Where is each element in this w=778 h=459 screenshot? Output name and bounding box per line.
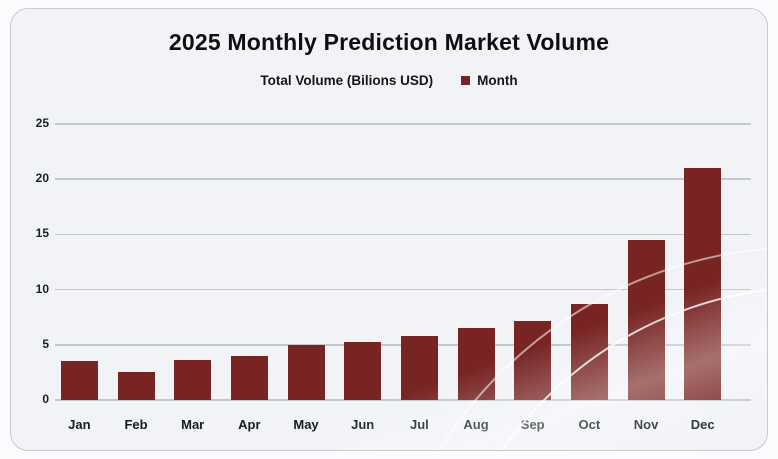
bar-slot-aug (448, 124, 505, 400)
bar-slot-nov (618, 124, 675, 400)
x-axis-labels: Jan Feb Mar Apr May Jun Jul Aug Sep Oct Nov Dec (51, 408, 731, 434)
bar-slot-apr (221, 124, 278, 400)
bar-slot-dec (674, 124, 731, 400)
x-axis-label-aug: Aug (463, 417, 489, 432)
legend-item-month: Month (461, 73, 518, 88)
x-axis-label-jan: Jan (68, 417, 91, 432)
bar-oct (570, 303, 608, 400)
x-axis-label-oct: Oct (578, 417, 601, 432)
legend-swatch-icon (461, 76, 471, 85)
bar-slot-may (278, 124, 335, 400)
x-axis-label-sep: Sep (520, 417, 545, 432)
bar-mar (174, 360, 212, 400)
y-axis-tick-label-0: 0 (42, 392, 49, 406)
x-axis-label-nov: Nov (633, 417, 659, 432)
gridline-20 (55, 178, 751, 180)
bar-slot-jun (334, 124, 391, 400)
y-axis-tick-label-25: 25 (35, 116, 49, 130)
bar-may (287, 344, 325, 400)
y-axis-tick-label-10: 10 (35, 281, 49, 296)
chart-card: 2025 Monthly Prediction Market Volume To… (10, 8, 768, 451)
x-axis-label-feb: Feb (124, 417, 148, 432)
bar-apr (230, 355, 268, 400)
chart-title: 2025 Monthly Prediction Market Volume (168, 29, 610, 55)
bar-jul (400, 335, 438, 400)
bar-jan (60, 361, 98, 400)
bar-slot-jul (391, 124, 448, 400)
y-axis-tick-label-20: 20 (35, 171, 49, 186)
bar-dec (684, 168, 722, 400)
bar-jun (344, 341, 382, 400)
x-axis-label-jul: Jul (409, 417, 429, 432)
bar-slot-feb (108, 124, 165, 400)
y-axis-tick-label-15: 15 (35, 226, 49, 241)
bar-nov (627, 239, 665, 400)
bar-slot-jan (51, 124, 108, 400)
gridline-25 (55, 123, 751, 125)
legend-series-label: Total Volume (Bilions USD) (260, 73, 434, 88)
x-axis-label-mar: Mar (181, 417, 205, 432)
bars-row (51, 124, 731, 400)
x-axis-label-apr: Apr (238, 417, 261, 432)
bar-slot-oct (561, 124, 618, 400)
y-axis-tick-label-5: 5 (42, 336, 49, 351)
bar-feb (117, 372, 155, 400)
bar-slot-sep (504, 124, 561, 400)
bar-slot-mar (164, 124, 221, 400)
x-axis-label-may: May (293, 417, 319, 432)
x-axis-label-jun: Jun (351, 417, 375, 432)
bar-aug (457, 328, 495, 400)
gridline-10 (55, 288, 751, 291)
plot-area: 0 5 10 15 20 25 Jan Feb Mar Apr May Jun Jul Aug Sep Oc… (11, 9, 767, 450)
x-axis-label-dec: Dec (690, 417, 715, 432)
bar-sep (514, 320, 552, 400)
gridline-0 (55, 399, 751, 401)
legend-marker-label: Month (477, 73, 518, 88)
gridline-15 (55, 233, 751, 236)
legend: Total Volume (Bilions USD) Month (11, 73, 767, 88)
